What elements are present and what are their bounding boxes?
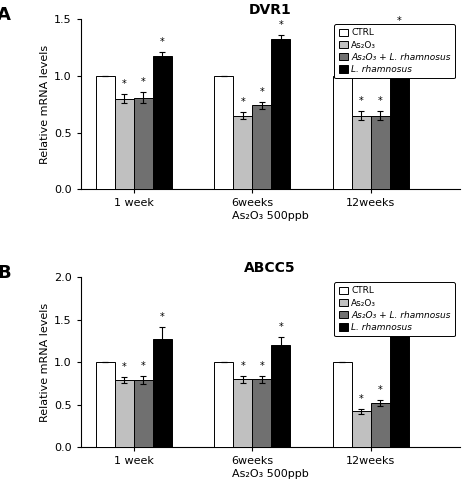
- Bar: [153, 55, 172, 189]
- Bar: [233, 116, 252, 189]
- X-axis label: As₂O₃ 500ppb: As₂O₃ 500ppb: [232, 469, 309, 479]
- Text: A: A: [0, 6, 11, 24]
- Text: *: *: [160, 37, 165, 47]
- Bar: [390, 33, 409, 189]
- Text: *: *: [359, 394, 364, 404]
- Text: *: *: [378, 385, 383, 395]
- Text: *: *: [240, 97, 246, 107]
- Legend: CTRL, As₂O₃, As₂O₃ + L. rhamnosus, L. rhamnosus: CTRL, As₂O₃, As₂O₃ + L. rhamnosus, L. rh…: [334, 24, 455, 78]
- Bar: [96, 76, 115, 189]
- X-axis label: As₂O₃ 500ppb: As₂O₃ 500ppb: [232, 211, 309, 221]
- Bar: [214, 362, 233, 447]
- Bar: [214, 76, 233, 189]
- Bar: [153, 339, 172, 447]
- Text: *: *: [359, 96, 364, 106]
- Bar: [371, 116, 390, 189]
- Text: *: *: [141, 77, 146, 87]
- Text: *: *: [278, 20, 283, 30]
- Text: *: *: [397, 291, 402, 301]
- Text: *: *: [397, 16, 402, 26]
- Bar: [115, 380, 134, 447]
- Title: DVR1: DVR1: [249, 3, 292, 17]
- Text: *: *: [122, 79, 127, 89]
- Bar: [352, 116, 371, 189]
- Text: *: *: [378, 96, 383, 106]
- Text: *: *: [122, 362, 127, 372]
- Bar: [134, 98, 153, 189]
- Bar: [352, 412, 371, 447]
- Text: *: *: [160, 312, 165, 322]
- Bar: [390, 310, 409, 447]
- Y-axis label: Relative mRNA levels: Relative mRNA levels: [40, 303, 50, 422]
- Bar: [252, 105, 271, 189]
- Text: *: *: [259, 361, 264, 371]
- Bar: [252, 379, 271, 447]
- Text: *: *: [278, 322, 283, 332]
- Y-axis label: Relative mRNA levels: Relative mRNA levels: [40, 45, 50, 164]
- Text: *: *: [240, 361, 246, 371]
- Bar: [371, 403, 390, 447]
- Bar: [271, 345, 290, 447]
- Bar: [233, 379, 252, 447]
- Bar: [333, 362, 352, 447]
- Bar: [96, 362, 115, 447]
- Bar: [134, 380, 153, 447]
- Text: *: *: [141, 361, 146, 371]
- Text: B: B: [0, 264, 11, 282]
- Text: *: *: [259, 87, 264, 97]
- Bar: [271, 39, 290, 189]
- Title: ABCC5: ABCC5: [245, 261, 296, 275]
- Bar: [333, 76, 352, 189]
- Legend: CTRL, As₂O₃, As₂O₃ + L. rhamnosus, L. rhamnosus: CTRL, As₂O₃, As₂O₃ + L. rhamnosus, L. rh…: [334, 282, 455, 336]
- Bar: [115, 99, 134, 189]
